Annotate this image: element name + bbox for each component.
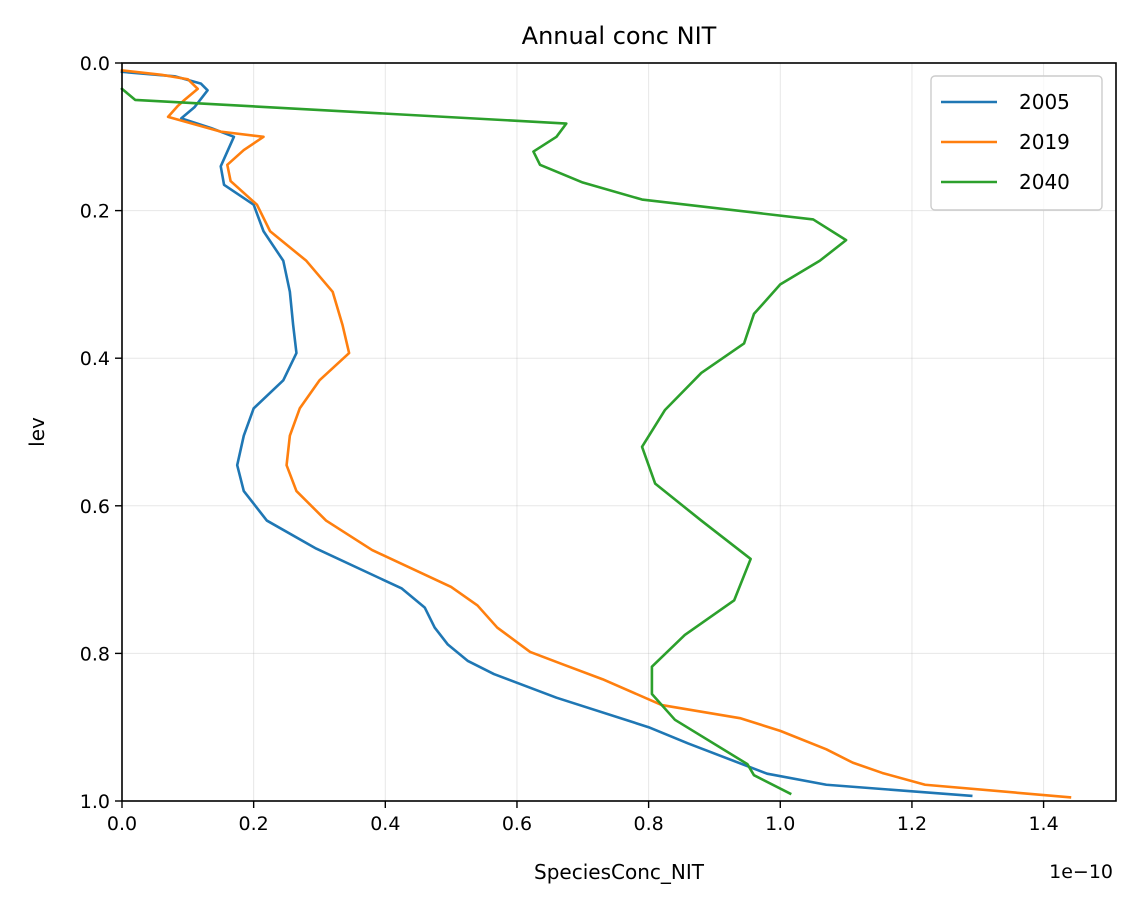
x-tick-label: 0.4: [370, 813, 400, 835]
axis-ticks: 0.0 0.2 0.4 0.6 0.8 1.0 1.2 1.4 0.0 0.2 0.4 0.6 0.8 1…: [80, 53, 1059, 835]
x-axis-label: SpeciesConc_NIT: [534, 860, 705, 884]
x-tick-label: 0.8: [634, 813, 664, 835]
x-tick-label: 0.2: [239, 813, 269, 835]
y-tick-label: 0.2: [80, 201, 110, 223]
y-tick-label: 0.4: [80, 348, 110, 370]
legend-label: 2005: [1019, 90, 1070, 114]
y-tick-label: 0.0: [80, 53, 110, 75]
x-tick-label: 1.4: [1028, 813, 1058, 835]
x-axis-offset-label: 1e−10: [1049, 861, 1113, 883]
series-line-2040: [120, 86, 848, 796]
x-tick-label: 1.2: [897, 813, 927, 835]
x-tick-label: 0.0: [107, 813, 137, 835]
plot-frame: [121, 62, 1117, 802]
legend-label: 2040: [1019, 170, 1070, 194]
x-tick-label: 1.0: [765, 813, 795, 835]
chart-title: Annual conc NIT: [522, 22, 717, 50]
series-lines: [120, 68, 1072, 799]
legend-box: [930, 75, 1103, 211]
series-line-2019: [120, 68, 1072, 799]
y-tick-label: 0.8: [80, 643, 110, 665]
y-tick-label: 1.0: [80, 791, 110, 813]
legend: 2005 2019 2040: [930, 75, 1103, 211]
y-tick-label: 0.6: [80, 496, 110, 518]
x-tick-label: 0.6: [502, 813, 532, 835]
legend-label: 2019: [1019, 130, 1070, 154]
y-axis-label: lev: [25, 417, 49, 447]
